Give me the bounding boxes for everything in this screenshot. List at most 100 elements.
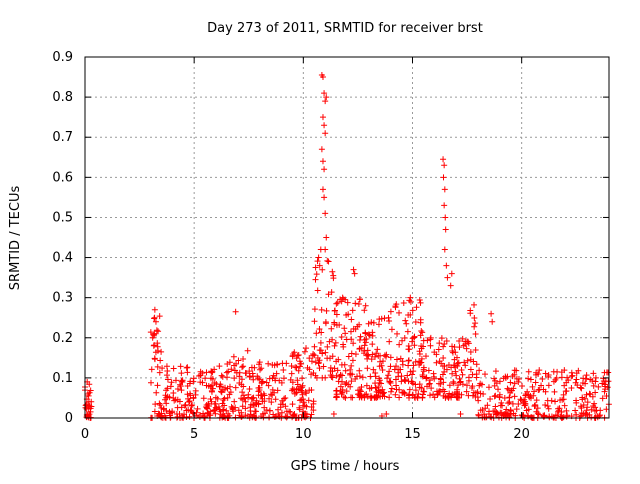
data-point (509, 373, 516, 380)
data-point (469, 392, 476, 399)
data-point (463, 388, 470, 395)
data-point (163, 400, 170, 407)
data-point (447, 282, 454, 289)
data-point (562, 388, 569, 395)
data-point (329, 268, 336, 275)
y-tick-label: 0.1 (52, 371, 73, 386)
data-point (208, 398, 215, 405)
data-point (441, 341, 448, 348)
data-point (323, 94, 330, 101)
data-point (406, 346, 413, 353)
data-point (557, 397, 564, 404)
data-point (342, 330, 349, 337)
data-point (163, 387, 170, 394)
data-point (498, 409, 505, 416)
data-point (229, 405, 236, 412)
data-point (339, 372, 346, 379)
data-point (240, 392, 247, 399)
data-point (316, 365, 323, 372)
data-point (339, 389, 346, 396)
data-point (310, 351, 317, 358)
data-point (550, 368, 557, 375)
data-point (481, 371, 488, 378)
data-point (525, 368, 532, 375)
data-point (492, 368, 499, 375)
y-tick-label: 0.8 (52, 90, 73, 105)
data-point (415, 391, 422, 398)
data-point (443, 338, 450, 345)
data-point (401, 390, 408, 397)
data-point (412, 358, 419, 365)
data-point (513, 375, 520, 382)
data-point (427, 342, 434, 349)
data-point (338, 390, 345, 397)
data-point (232, 404, 239, 411)
data-point (347, 383, 354, 390)
data-point (536, 367, 543, 374)
data-point (349, 357, 356, 364)
data-point (550, 378, 557, 385)
data-point (600, 375, 607, 382)
data-point (477, 407, 484, 414)
data-point (283, 408, 290, 415)
data-point (294, 352, 301, 359)
data-point (219, 400, 226, 407)
data-point (441, 162, 448, 169)
data-point (364, 347, 371, 354)
data-point (185, 398, 192, 405)
data-point (245, 394, 252, 401)
data-point (372, 373, 379, 380)
data-point (219, 414, 226, 421)
data-point (531, 403, 538, 410)
data-point (289, 385, 296, 392)
data-point (510, 385, 517, 392)
data-point (392, 391, 399, 398)
data-point (508, 411, 515, 418)
data-point (420, 343, 427, 350)
data-point (568, 384, 575, 391)
data-point (487, 396, 494, 403)
data-point (226, 391, 233, 398)
data-point (318, 306, 325, 313)
data-point (334, 367, 341, 374)
data-point (564, 374, 571, 381)
data-point (356, 367, 363, 374)
data-point (471, 323, 478, 330)
data-point (396, 386, 403, 393)
data-point (561, 382, 568, 389)
data-point (511, 393, 518, 400)
data-point (417, 299, 424, 306)
data-point (573, 370, 580, 377)
data-point (433, 351, 440, 358)
data-point (412, 387, 419, 394)
data-point (507, 379, 514, 386)
data-point (329, 374, 336, 381)
data-point (515, 401, 522, 408)
data-point (436, 340, 443, 347)
data-point (405, 392, 412, 399)
y-tick-label: 0.3 (52, 291, 73, 306)
data-point (170, 394, 177, 401)
data-point (251, 413, 258, 420)
data-point (190, 375, 197, 382)
data-point (148, 366, 155, 373)
data-point (440, 174, 447, 181)
data-point (527, 376, 534, 383)
data-point (314, 258, 321, 265)
data-point (300, 399, 307, 406)
data-point (316, 326, 323, 333)
data-point (258, 365, 265, 372)
data-point (296, 358, 303, 365)
data-point (592, 389, 599, 396)
data-point (509, 400, 516, 407)
data-point (157, 401, 164, 408)
data-point (186, 398, 193, 405)
data-point (417, 332, 424, 339)
data-point (319, 350, 326, 357)
data-point (232, 384, 239, 391)
data-point (348, 316, 355, 323)
data-point (192, 387, 199, 394)
data-point (542, 370, 549, 377)
y-tick-label: 0.9 (52, 50, 73, 65)
data-point (152, 318, 159, 325)
